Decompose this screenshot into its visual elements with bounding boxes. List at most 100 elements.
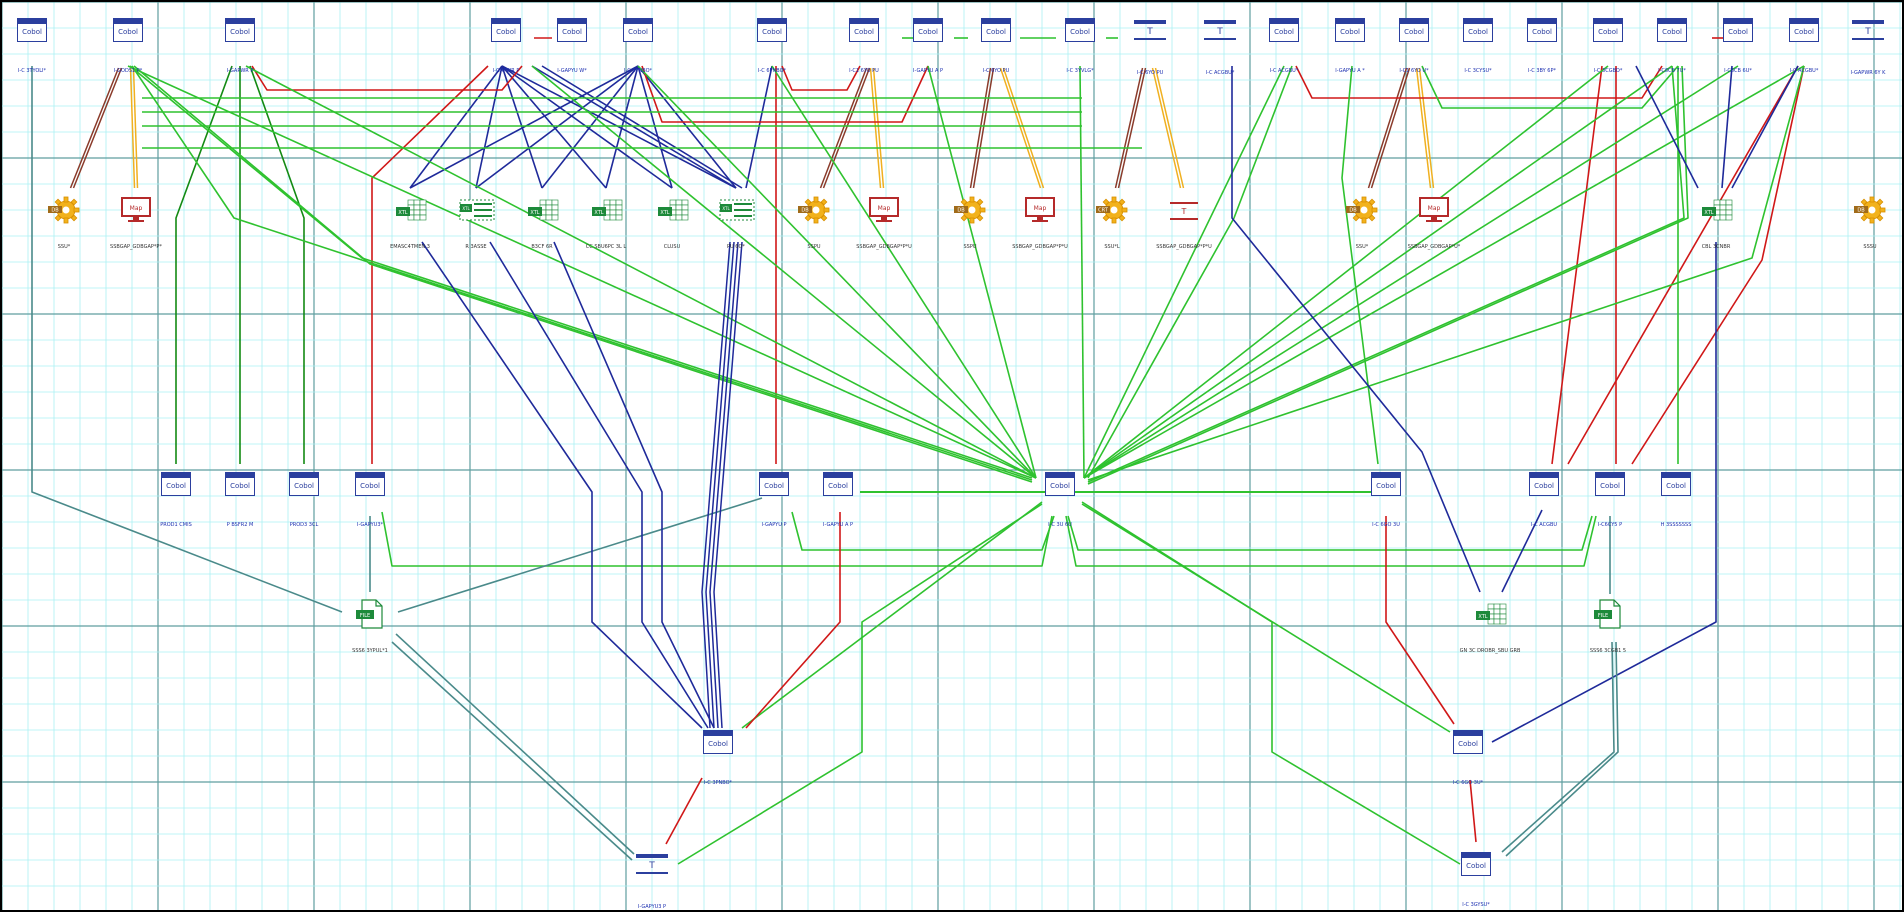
node-t14[interactable]: Cobol I-C ACGBU* xyxy=(1214,14,1354,75)
edge xyxy=(1087,65,1805,481)
cobol-program-icon: Cobol xyxy=(818,472,858,504)
node-t4[interactable]: Cobol I-GAPWR P xyxy=(436,14,576,75)
svg-text:DB: DB xyxy=(801,208,809,214)
edge xyxy=(501,65,543,189)
table-file-icon: XTL xyxy=(586,194,626,226)
node-m8[interactable]: Cobol I-C ACGBU xyxy=(1474,468,1614,529)
node-label: I-C 6GO 3U* xyxy=(1452,780,1484,786)
edge xyxy=(475,65,639,189)
node-s18[interactable]: DB SSSU xyxy=(1800,194,1902,251)
svg-text:XTL: XTL xyxy=(594,210,603,216)
edge xyxy=(705,241,735,729)
node-t22[interactable]: Cobol I-C ACGBU* xyxy=(1734,14,1874,75)
node-s12[interactable]: Map SSBGAP_GDBGAP*P*U xyxy=(970,194,1110,251)
node-t21[interactable]: Cobol I-C6CB 6U* xyxy=(1668,14,1808,75)
node-t15[interactable]: Cobol I-GAPYU A * xyxy=(1280,14,1420,75)
node-t5[interactable]: Cobol I-GAPYU W* xyxy=(502,14,642,75)
node-m4[interactable]: Cobol I-GAPYU3* xyxy=(300,468,440,529)
edge xyxy=(245,65,1037,479)
cobol-program-icon: Cobol xyxy=(284,472,324,504)
node-t13[interactable]: T I-C ACGBU* xyxy=(1150,14,1290,77)
node-s14[interactable]: T SSBGAP_GDBGAP*P*U xyxy=(1114,194,1254,251)
node-t20[interactable]: Cobol I-C6CB 7U* xyxy=(1602,14,1742,75)
edge xyxy=(771,65,1037,479)
node-m7[interactable]: Cobol I-C 6GO 3U xyxy=(1316,468,1456,529)
node-s9[interactable]: DB SSPU xyxy=(744,194,884,251)
svg-text:Map: Map xyxy=(878,205,891,212)
node-label: I-GAPYU A * xyxy=(1335,68,1365,74)
node-s17[interactable]: XTL CBL 3CNBR xyxy=(1646,194,1786,251)
cobol-program-icon: Cobol xyxy=(1366,472,1406,504)
node-t18[interactable]: Cobol I-C 3BY 6P* xyxy=(1472,14,1612,75)
edge xyxy=(1087,65,1685,483)
node-t1[interactable]: Cobol I-C 3TYOLI* xyxy=(2,14,102,75)
node-f2[interactable]: FILE SSS6 3CGB1 5 xyxy=(1538,598,1678,655)
cobol-program-icon: Cobol xyxy=(350,472,390,504)
node-hub[interactable]: Cobol I-C 3U 6U xyxy=(990,468,1130,529)
svg-text:Map: Map xyxy=(1034,205,1047,212)
node-m9[interactable]: Cobol I-C6CY5 P xyxy=(1540,468,1680,529)
node-t10[interactable]: Cobol I-C 6YO PU xyxy=(926,14,1066,75)
node-s1[interactable]: DB SSU* xyxy=(2,194,134,251)
cobol-program-icon: Cobol xyxy=(1652,18,1692,50)
node-b2[interactable]: Cobol I-C 6GO 3U* xyxy=(1398,726,1538,787)
node-s2[interactable]: Map SSBGAP_GDBGAP*P* xyxy=(66,194,206,251)
node-label: I-C6CB 7U* xyxy=(1658,68,1686,74)
node-s4[interactable]: XTL R 3ASSE xyxy=(406,194,546,251)
node-label: I-C ACGBU xyxy=(1530,522,1558,528)
svg-text:XTL: XTL xyxy=(722,206,730,211)
node-m10[interactable]: Cobol H 3SSSSSSS xyxy=(1606,468,1746,529)
terminal-screen-icon: T xyxy=(1130,20,1170,52)
node-s7[interactable]: XTL CLUSU xyxy=(602,194,742,251)
edge xyxy=(421,241,703,729)
node-label: I-C1 6YO U* xyxy=(1399,68,1429,74)
node-f1[interactable]: FILE SSS6 3YPUL*1 xyxy=(300,598,440,655)
node-s8[interactable]: XTL PU 6O* xyxy=(666,194,806,251)
node-m3[interactable]: Cobol PROD3 3CL xyxy=(234,468,374,529)
node-s13[interactable]: CRT SSU*L xyxy=(1042,194,1182,251)
node-m6[interactable]: Cobol I-GAPYU A P xyxy=(768,468,908,529)
edge xyxy=(1721,65,1733,189)
node-m1[interactable]: Cobol PROD1 CMIS xyxy=(106,468,246,529)
node-x1[interactable]: XTL GN 3C DROBR_SBU GRB xyxy=(1420,598,1560,655)
node-t11[interactable]: Cobol I-C 3YVLG* xyxy=(1010,14,1150,75)
node-s10[interactable]: Map SSBGAP_GDBGAP*P*U xyxy=(814,194,954,251)
cobol-program-icon: Cobol xyxy=(1784,18,1824,50)
node-s6[interactable]: XTL CC SBU6PC 3L L xyxy=(536,194,676,251)
node-b3[interactable]: T I-GAPYU3 P xyxy=(582,848,722,910)
edge xyxy=(409,65,639,189)
edge xyxy=(641,65,929,123)
cobol-program-icon: Cobol xyxy=(1330,18,1370,50)
node-t16[interactable]: Cobol I-C1 6YO U* xyxy=(1344,14,1484,75)
node-label: SSU* xyxy=(1355,244,1369,250)
node-t9[interactable]: Cobol I-GAPYU A P xyxy=(858,14,998,75)
node-t17[interactable]: Cobol I-C 3CYSU* xyxy=(1408,14,1548,75)
node-s11[interactable]: DB SSPU xyxy=(900,194,1040,251)
node-s16[interactable]: Map SSBGAP_GDBGAP*U* xyxy=(1364,194,1504,251)
edge xyxy=(1341,65,1379,465)
node-t8[interactable]: Cobol I-C1 6YO PU xyxy=(794,14,934,75)
node-m2[interactable]: Cobol P BSFR2 M xyxy=(170,468,310,529)
node-t19[interactable]: Cobol I-C 3CGBO* xyxy=(1538,14,1678,75)
node-s5[interactable]: XTL B3CF 6R xyxy=(472,194,612,251)
edge xyxy=(395,633,635,855)
node-t2[interactable]: Cobol I-GODS1 P* xyxy=(58,14,198,75)
node-t7[interactable]: Cobol I-C 6PNBO* xyxy=(702,14,842,75)
node-t3[interactable]: Cobol I-GAPWR P xyxy=(170,14,310,75)
gear-database-icon: CRT xyxy=(1092,194,1132,226)
node-b4[interactable]: Cobol I-C 3GYSU* xyxy=(1406,848,1546,909)
node-t6[interactable]: Cobol I-C 3YNBO* xyxy=(568,14,708,75)
node-b1[interactable]: Cobol I-C 3PNBO* xyxy=(648,726,788,787)
node-t23[interactable]: T I-GAPWR 6Y K xyxy=(1798,14,1902,77)
edge xyxy=(1415,67,1432,189)
edge xyxy=(127,65,1037,479)
cobol-program-icon: Cobol xyxy=(1040,472,1080,504)
node-s15[interactable]: DB SSU* xyxy=(1292,194,1432,251)
node-label: PROD3 3CL xyxy=(289,522,319,528)
node-m5[interactable]: Cobol I-GAPYU P xyxy=(704,468,844,529)
node-label: SSS6 3CGB1 5 xyxy=(1589,648,1627,654)
node-s3[interactable]: XTL EMASC4TMEN 3 xyxy=(340,194,480,251)
map-monitor-icon: Map xyxy=(116,194,156,226)
node-t12[interactable]: T I-C 6YO PU xyxy=(1080,14,1220,77)
